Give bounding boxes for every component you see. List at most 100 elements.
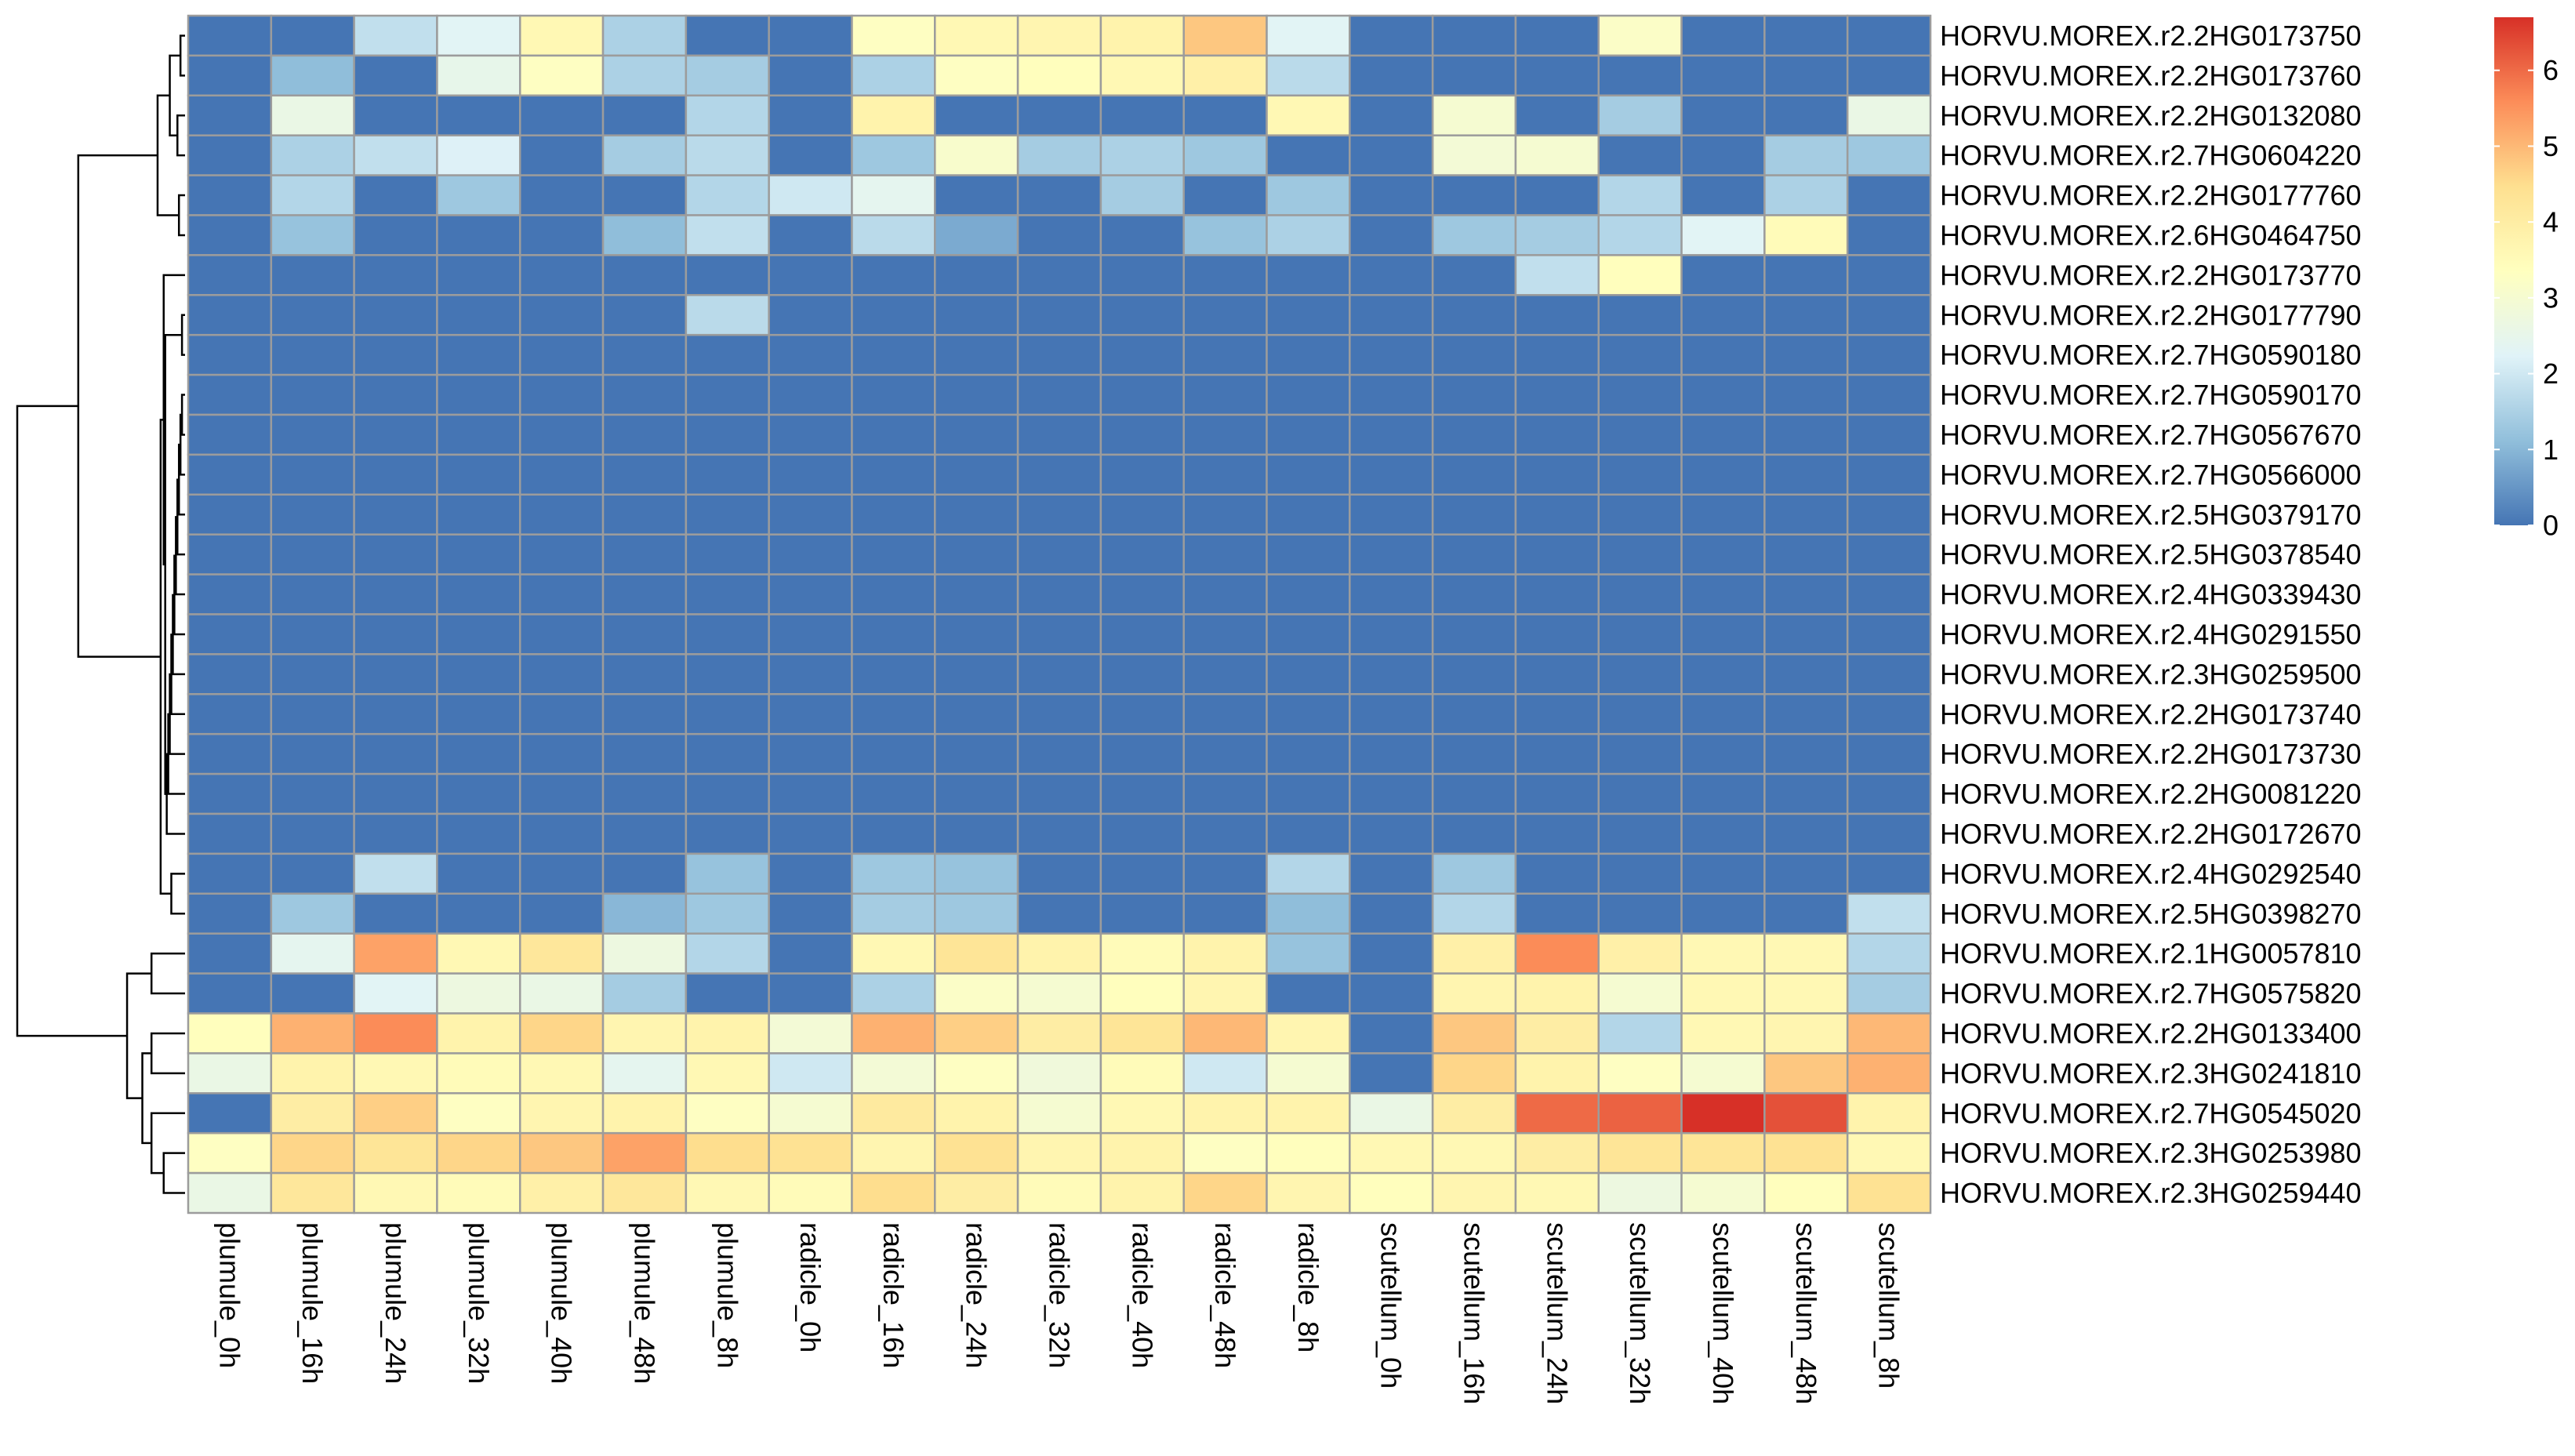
heatmap-cell bbox=[1680, 174, 1766, 216]
heatmap-cell bbox=[1763, 453, 1849, 496]
heatmap-cell bbox=[518, 852, 605, 895]
heatmap-cell bbox=[1514, 613, 1600, 655]
heatmap-cell bbox=[601, 214, 688, 256]
dendrogram-branch bbox=[177, 443, 185, 516]
heatmap-cell bbox=[768, 613, 853, 655]
row-dendrogram bbox=[16, 34, 185, 1194]
heatmap-cells bbox=[187, 14, 1932, 1215]
heatmap-cell bbox=[1182, 772, 1268, 815]
heatmap-cell bbox=[1514, 812, 1600, 855]
heatmap-cell bbox=[353, 852, 438, 895]
heatmap-cell bbox=[1182, 54, 1268, 97]
heatmap-cell bbox=[1431, 1052, 1517, 1095]
heatmap-cell bbox=[436, 1052, 521, 1095]
heatmap-cell bbox=[1846, 493, 1932, 536]
heatmap-cell bbox=[1597, 214, 1683, 256]
heatmap-cell bbox=[685, 453, 770, 496]
heatmap-cell bbox=[934, 852, 1019, 895]
heatmap-cell bbox=[1349, 1012, 1434, 1055]
heatmap-cell bbox=[934, 573, 1019, 615]
heatmap-cell bbox=[1266, 14, 1351, 57]
heatmap-cell bbox=[187, 14, 273, 57]
heatmap-cell bbox=[270, 333, 355, 376]
heatmap-cell bbox=[1016, 174, 1102, 216]
heatmap-cell bbox=[436, 732, 521, 775]
column-label: radicle_16h bbox=[877, 1222, 910, 1368]
heatmap-cell bbox=[768, 1052, 853, 1095]
heatmap-cell bbox=[436, 1171, 521, 1215]
heatmap-cell bbox=[1514, 94, 1600, 136]
heatmap-cell bbox=[934, 1012, 1019, 1055]
heatmap-cell bbox=[518, 1052, 605, 1095]
heatmap-cell bbox=[1680, 1131, 1766, 1175]
heatmap-cell bbox=[1182, 413, 1268, 456]
heatmap-cell bbox=[1182, 333, 1268, 376]
heatmap-cell bbox=[1016, 413, 1102, 456]
row-label: HORVU.MOREX.r2.7HG0545020 bbox=[1940, 1097, 2362, 1129]
heatmap-cell bbox=[768, 134, 853, 176]
heatmap-cell bbox=[601, 732, 688, 775]
heatmap-cell bbox=[1597, 174, 1683, 216]
dendrogram-branch bbox=[125, 972, 152, 1099]
heatmap-cell bbox=[270, 1012, 355, 1055]
heatmap-cell bbox=[1431, 852, 1517, 895]
legend-tick-label: 5 bbox=[2543, 130, 2559, 162]
heatmap-cell bbox=[1266, 214, 1351, 256]
heatmap-cell bbox=[1016, 214, 1102, 256]
heatmap-cell bbox=[685, 254, 770, 296]
heatmap-cell bbox=[1514, 533, 1600, 576]
legend-tick-label: 1 bbox=[2543, 434, 2559, 466]
heatmap-cell bbox=[1431, 94, 1517, 136]
heatmap-cell bbox=[353, 54, 438, 97]
heatmap-cell bbox=[187, 493, 273, 536]
heatmap-cell bbox=[1597, 533, 1683, 576]
heatmap-cell bbox=[518, 413, 605, 456]
heatmap-cell bbox=[353, 732, 438, 775]
heatmap-cell bbox=[768, 94, 853, 136]
heatmap-cell bbox=[685, 214, 770, 256]
heatmap-cell bbox=[1266, 413, 1351, 456]
heatmap-cell bbox=[768, 892, 853, 935]
heatmap-cell bbox=[436, 214, 521, 256]
heatmap-cell bbox=[1349, 254, 1434, 296]
heatmap-cell bbox=[1763, 54, 1849, 97]
heatmap-cell bbox=[1266, 852, 1351, 895]
heatmap-cell bbox=[436, 1092, 521, 1135]
heatmap-cell bbox=[1266, 54, 1351, 97]
heatmap-cell bbox=[1349, 892, 1434, 935]
heatmap-cell bbox=[1099, 493, 1185, 536]
heatmap-cell bbox=[1016, 772, 1102, 815]
heatmap-cell bbox=[934, 932, 1019, 975]
heatmap-cell bbox=[1349, 653, 1434, 695]
row-label: HORVU.MOREX.r2.2HG0177790 bbox=[1940, 299, 2362, 331]
heatmap-cell bbox=[1431, 493, 1517, 536]
heatmap-cell bbox=[1099, 134, 1185, 176]
heatmap-cell bbox=[851, 94, 936, 136]
heatmap-cell bbox=[768, 453, 853, 496]
heatmap-cell bbox=[436, 892, 521, 935]
heatmap-cell bbox=[601, 852, 688, 895]
heatmap-cell bbox=[601, 693, 688, 735]
heatmap-cell bbox=[1349, 812, 1434, 855]
heatmap-cell bbox=[1182, 573, 1268, 615]
heatmap-cell bbox=[518, 613, 605, 655]
heatmap-cell bbox=[1016, 892, 1102, 935]
heatmap-cell bbox=[518, 772, 605, 815]
row-label: HORVU.MOREX.r2.5HG0398270 bbox=[1940, 898, 2362, 930]
heatmap-cell bbox=[934, 333, 1019, 376]
heatmap-cell bbox=[353, 693, 438, 735]
heatmap-cell bbox=[270, 373, 355, 416]
heatmap-cell bbox=[518, 1012, 605, 1055]
heatmap-cell bbox=[851, 1092, 936, 1135]
heatmap-cell bbox=[1099, 693, 1185, 735]
heatmap-cell bbox=[1763, 573, 1849, 615]
heatmap-cell bbox=[1680, 214, 1766, 256]
heatmap-cell bbox=[270, 1052, 355, 1095]
heatmap-cell bbox=[1349, 732, 1434, 775]
row-label: HORVU.MOREX.r2.6HG0464750 bbox=[1940, 219, 2362, 251]
heatmap-cell bbox=[1016, 852, 1102, 895]
heatmap-cell bbox=[934, 134, 1019, 176]
heatmap-cell bbox=[601, 573, 688, 615]
heatmap-cell bbox=[353, 214, 438, 256]
heatmap-cell bbox=[685, 493, 770, 536]
